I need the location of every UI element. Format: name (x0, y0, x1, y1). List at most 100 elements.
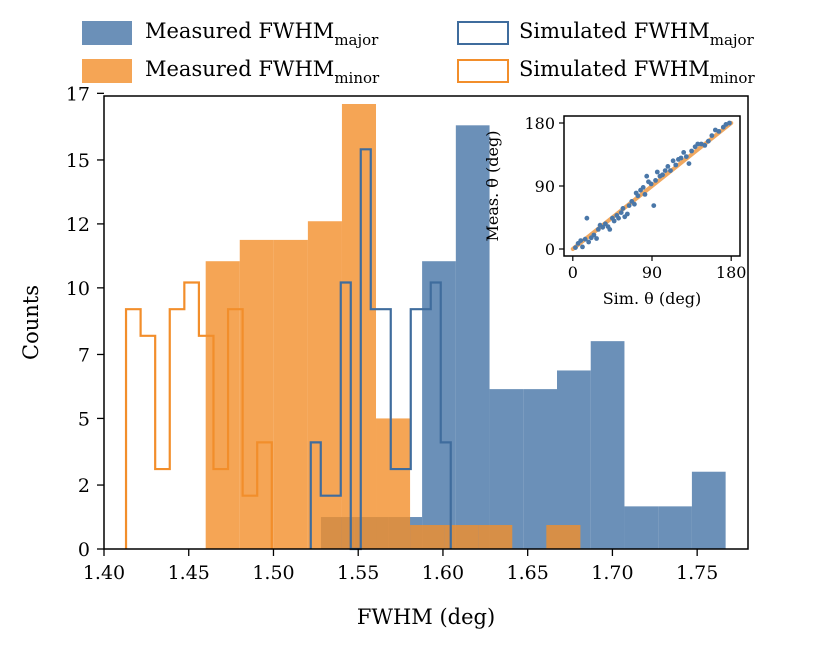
main-plot-area: 1.40 1.45 1.50 1.55 1.60 1.65 1.70 1.75 0 2 5 7 10 1… (19, 83, 749, 629)
legend-swatch-measured-minor (82, 59, 132, 83)
x-axis-ticks: 1.40 1.45 1.50 1.55 1.60 1.65 1.70 1.75 (83, 549, 718, 584)
inset-point-23 (624, 211, 630, 217)
y-axis-title: Counts (19, 285, 43, 360)
inset-point-37 (654, 169, 660, 175)
inset-point-54 (702, 143, 708, 148)
legend-swatch-simulated-minor (457, 59, 509, 83)
bar-meas_minor-5 (376, 418, 411, 549)
y-tick-label: 15 (66, 150, 90, 172)
bar-meas_major-10 (658, 506, 692, 549)
inset-point-30 (640, 185, 646, 190)
y-tick-label: 7 (78, 344, 90, 366)
bar-meas_major-8 (590, 341, 625, 549)
inset-point-9 (594, 236, 599, 241)
inset-point-20 (618, 210, 624, 216)
bar-meas_minor-8 (478, 525, 513, 549)
bar-meas_minor-1 (239, 239, 274, 550)
inset-point-4 (582, 236, 588, 242)
histogram-bars (205, 103, 726, 550)
x-tick-label: 1.75 (676, 562, 718, 584)
inset-point-40 (662, 168, 668, 174)
inset-point-26 (632, 201, 637, 207)
inset-point-55 (705, 138, 711, 144)
legend-swatch-measured-major (82, 21, 132, 45)
inset-point-28 (635, 193, 641, 199)
inset-y-tick-label: 0 (545, 240, 555, 259)
inset-scatter-plot: 0 90 180 0 90 180 Sim. θ (deg) Meas. θ (deg) (483, 114, 746, 308)
y-tick-label: 5 (78, 408, 90, 430)
inset-points (573, 120, 732, 251)
legend-label-measured-major: Measured FWHMmajor (145, 19, 379, 49)
y-tick-label: 17 (66, 83, 90, 105)
inset-point-5 (584, 215, 590, 221)
legend-item-measured-minor: Measured FWHMminor (82, 57, 380, 87)
inset-point-49 (686, 161, 692, 167)
y-tick-label: 2 (78, 475, 90, 497)
inset-point-32 (644, 173, 650, 179)
y-tick-label: 12 (66, 214, 90, 236)
inset-point-39 (660, 172, 665, 178)
bar-meas_major-7 (557, 370, 591, 549)
inset-point-3 (580, 244, 585, 250)
inset-x-axis-ticks: 0 90 180 (568, 256, 747, 282)
inset-y-axis-ticks: 0 90 180 (524, 114, 564, 259)
inset-y-tick-label: 90 (535, 177, 555, 196)
inset-point-6 (586, 239, 592, 245)
bar-meas_minor-10 (546, 525, 581, 549)
y-tick-label: 10 (66, 278, 90, 300)
histogram-steps (124, 148, 452, 551)
inset-point-35 (651, 203, 657, 209)
step-sim_major (309, 148, 452, 551)
x-tick-label: 1.50 (252, 562, 294, 584)
y-tick-label: 0 (78, 539, 90, 561)
inset-point-24 (626, 203, 632, 209)
y-axis-ticks: 0 2 5 7 10 12 15 17 (66, 83, 104, 561)
inset-point-0 (573, 245, 578, 251)
x-tick-label: 1.40 (83, 562, 125, 584)
legend-item-measured-major: Measured FWHMmajor (82, 19, 379, 49)
x-tick-label: 1.65 (507, 562, 549, 584)
x-tick-label: 1.55 (337, 562, 379, 584)
inset-point-42 (668, 168, 673, 174)
inset-point-61 (727, 120, 732, 126)
bar-meas_major-5 (489, 389, 524, 549)
plot-frame (103, 95, 749, 550)
bar-meas_minor-0 (205, 261, 240, 549)
bar-meas_minor-6 (410, 525, 445, 549)
bar-meas_major-6 (523, 389, 558, 549)
inset-x-tick-label: 0 (568, 263, 578, 282)
inset-point-48 (683, 154, 689, 160)
inset-point-50 (689, 148, 694, 154)
bar-meas_major-11 (691, 471, 726, 549)
inset-point-10 (595, 227, 601, 232)
inset-point-12 (600, 224, 606, 230)
inset-point-52 (695, 141, 701, 147)
step-sim_minor (124, 281, 273, 549)
inset-point-17 (611, 218, 617, 224)
x-tick-label: 1.70 (591, 562, 633, 584)
bar-meas_minor-3 (307, 221, 342, 549)
inset-point-41 (665, 164, 671, 169)
x-tick-label: 1.60 (422, 562, 464, 584)
inset-point-8 (591, 232, 597, 238)
inset-x-axis-title: Sim. θ (deg) (603, 289, 702, 308)
inset-point-46 (678, 155, 684, 161)
x-tick-label: 1.45 (168, 562, 210, 584)
legend-item-simulated-minor: Simulated FWHMminor (457, 57, 755, 87)
legend: Measured FWHMmajor Measured FWHMminor Si… (82, 19, 755, 87)
legend-label-simulated-major: Simulated FWHMmajor (519, 19, 755, 49)
inset-y-axis-title: Meas. θ (deg) (483, 131, 502, 242)
bar-meas_major-9 (624, 506, 659, 549)
legend-label-measured-minor: Measured FWHMminor (145, 57, 380, 87)
legend-item-simulated-major: Simulated FWHMmajor (457, 19, 755, 49)
inset-point-31 (642, 192, 648, 197)
inset-point-44 (673, 162, 679, 168)
inset-x-tick-label: 90 (642, 263, 662, 282)
inset-point-36 (653, 178, 658, 183)
inset-point-21 (620, 206, 626, 211)
x-axis-title: FWHM (deg) (357, 605, 495, 629)
bar-meas_minor-7 (444, 525, 479, 549)
inset-x-tick-label: 180 (716, 263, 747, 282)
inset-point-58 (716, 129, 722, 134)
